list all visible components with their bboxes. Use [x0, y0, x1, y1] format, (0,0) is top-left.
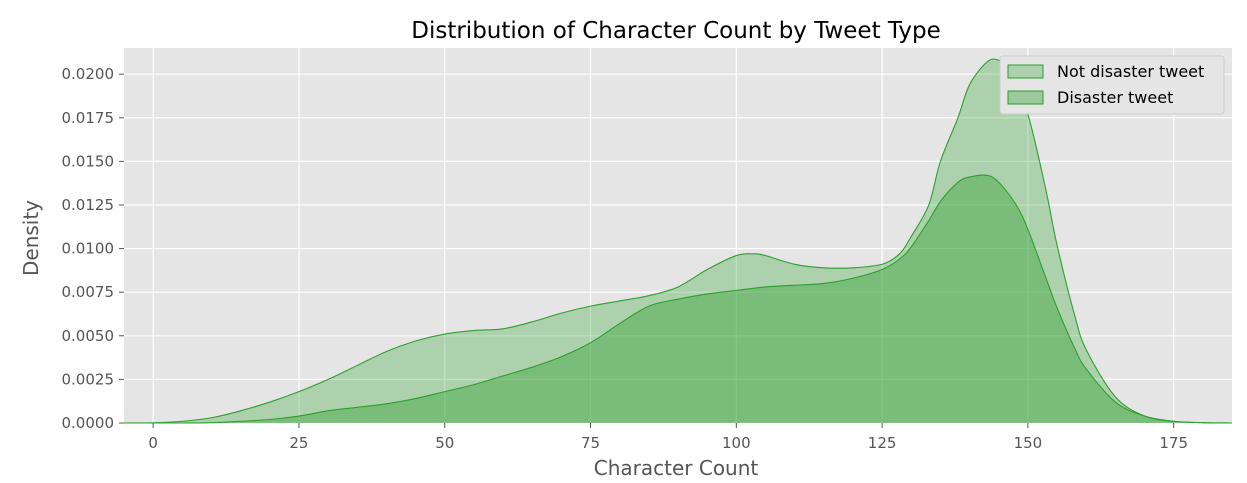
- x-tick-label: 75: [581, 434, 600, 452]
- y-axis-title: Density: [19, 200, 43, 276]
- y-tick-label: 0.0050: [62, 327, 115, 345]
- y-tick-label: 0.0125: [62, 196, 115, 214]
- density-areas: [123, 58, 1233, 424]
- x-axis-title: Character Count: [594, 456, 759, 480]
- y-tick-label: 0.0150: [62, 152, 115, 170]
- y-tick-label: 0.0100: [62, 240, 115, 258]
- chart-title: Distribution of Character Count by Tweet…: [411, 18, 940, 44]
- legend-swatch-disaster: [1007, 90, 1044, 105]
- legend-label-not-disaster: Not disaster tweet: [1057, 62, 1204, 81]
- area-disaster-tweet: [124, 175, 1232, 423]
- y-tick-label: 0.0000: [62, 414, 115, 432]
- line-not-disaster-tweet: [123, 58, 1233, 424]
- legend-label-disaster: Disaster tweet: [1057, 88, 1173, 107]
- grid-lines: [124, 48, 1232, 424]
- y-tick-label: 0.0200: [62, 65, 115, 83]
- x-tick-label: 50: [435, 434, 454, 452]
- y-tick-label: 0.0025: [62, 370, 115, 388]
- x-tick-label: 100: [722, 434, 751, 452]
- y-tick-label: 0.0175: [62, 109, 115, 127]
- line-disaster-tweet: [124, 174, 1233, 424]
- y-tick-label: 0.0075: [62, 283, 115, 301]
- x-tick-label: 175: [1159, 434, 1188, 452]
- area-not-disaster-tweet: [124, 58, 1232, 424]
- legend-swatch-not-disaster: [1007, 64, 1044, 79]
- x-tick-label: 25: [289, 434, 308, 452]
- x-axis-ticks: 0 25 50 75 100 125 150 175: [148, 423, 1188, 452]
- x-tick-label: 0: [148, 434, 158, 452]
- legend: Not disaster tweet Disaster tweet: [999, 55, 1225, 115]
- x-tick-label: 125: [868, 434, 897, 452]
- y-axis-ticks: 0.0000 0.0025 0.0050 0.0075 0.0100 0.0125 0.01…: [62, 65, 124, 432]
- legend-box: [999, 55, 1225, 115]
- x-tick-label: 150: [1014, 434, 1043, 452]
